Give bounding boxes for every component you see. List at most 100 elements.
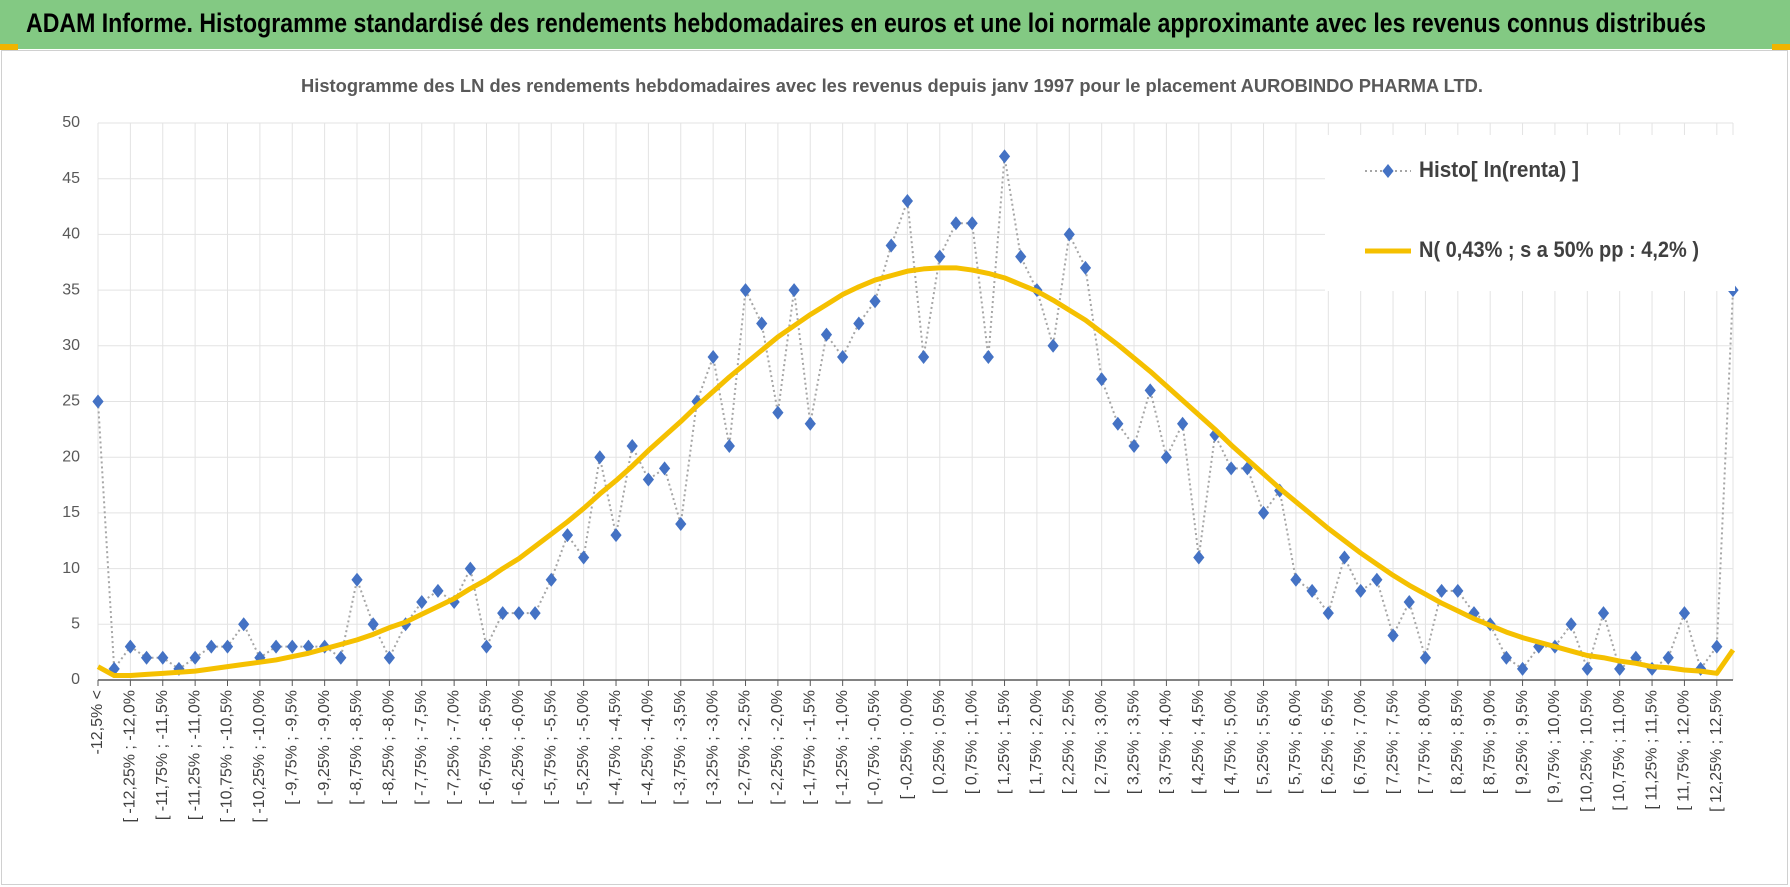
y-tick-label: 50 [62, 114, 80, 131]
x-tick-label: [ 10,75% ; 11,0% [1611, 690, 1628, 811]
x-tick-label: [ -9,25% ; -9,0% [316, 690, 333, 805]
x-tick-label: [ 3,75% ; 4,0% [1158, 690, 1175, 794]
data-point [691, 394, 703, 409]
data-point [1257, 505, 1270, 520]
x-tick-label: [ -0,75% ; -0,5% [866, 690, 883, 805]
x-tick-label: [ -3,25% ; -3,0% [704, 690, 721, 805]
header-title: ADAM Informe. Histogramme standardisé de… [26, 8, 1706, 38]
data-point [1225, 461, 1237, 476]
data-point [594, 450, 606, 465]
x-tick-label: [ 0,75% ; 1,0% [963, 690, 980, 794]
chart-title: Histogramme des LN des rendements hebdom… [301, 76, 1483, 96]
header-band [0, 0, 1790, 49]
x-tick-label: [ -5,25% ; -5,0% [575, 690, 592, 805]
data-point [335, 650, 347, 665]
x-tick-label: [ 2,25% ; 2,5% [1061, 690, 1078, 794]
x-tick-label: [ -6,75% ; -6,5% [478, 690, 495, 805]
x-tick-label: [ 9,75% ; 10,0% [1546, 690, 1563, 803]
data-point [1338, 550, 1351, 565]
data-point [1662, 650, 1674, 665]
x-tick-label: [ -11,25% ; -11,0% [186, 690, 203, 820]
x-tick-label: [ 6,75% ; 7,0% [1352, 690, 1369, 794]
data-point [238, 617, 250, 632]
data-point [642, 472, 654, 487]
data-point [432, 583, 444, 598]
series-line [96, 265, 1736, 679]
data-point [221, 639, 234, 654]
data-point [804, 416, 816, 431]
x-tick-label: [ 11,75% ; 12,0% [1676, 690, 1693, 811]
x-tick-label: [ 8,25% ; 8,5% [1449, 690, 1466, 794]
data-point [869, 294, 881, 309]
x-tick-label: [ 4,75% ; 5,0% [1222, 690, 1239, 794]
x-tick-label: [ -0,25% ; 0,0% [899, 690, 916, 799]
data-point [1112, 416, 1124, 431]
x-tick-label: [ -10,25% ; -10,0% [251, 690, 268, 823]
data-point [1371, 572, 1383, 587]
legend-label: Histo[ ln(renta) ] [1419, 157, 1579, 182]
data-point [723, 439, 735, 454]
data-point [998, 149, 1011, 164]
x-tick-label: [ -2,25% ; -2,0% [769, 690, 786, 805]
data-point [739, 283, 752, 298]
data-point [1387, 628, 1399, 643]
data-point [578, 550, 590, 565]
data-point [707, 349, 719, 364]
data-point [1565, 617, 1577, 632]
data-point [529, 606, 541, 621]
data-point [1079, 260, 1092, 275]
data-point [1452, 583, 1464, 598]
data-point [351, 572, 363, 587]
x-tick-label: [ 6,25% ; 6,5% [1320, 690, 1337, 794]
data-point [513, 606, 525, 621]
data-point [416, 595, 428, 610]
y-tick-label: 20 [62, 448, 80, 465]
x-tick-label: -12,5% < [89, 690, 106, 754]
data-point [1597, 606, 1610, 621]
x-tick-label: [ 7,75% ; 8,0% [1417, 690, 1434, 794]
data-point [1581, 661, 1593, 676]
x-tick-label: [ -9,75% ; -9,5% [283, 690, 300, 805]
data-point [756, 316, 768, 331]
data-point [658, 461, 671, 476]
x-tick-label: [ 9,25% ; 9,5% [1514, 690, 1531, 794]
data-point [1128, 439, 1140, 454]
data-point [124, 639, 136, 654]
x-tick-label: [ -7,75% ; -7,5% [413, 690, 430, 805]
data-point [140, 650, 153, 665]
x-tick-label: [ 5,25% ; 5,5% [1255, 690, 1272, 794]
x-tick-label: [ -2,75% ; -2,5% [737, 690, 754, 805]
x-tick-label: [ -4,25% ; -4,0% [640, 690, 657, 805]
data-point [1322, 606, 1334, 621]
data-point [1241, 461, 1253, 476]
data-point [788, 283, 800, 298]
data-point [497, 606, 509, 621]
data-point [1177, 416, 1189, 431]
data-point [1711, 639, 1723, 654]
data-point [270, 639, 282, 654]
data-point [157, 650, 169, 665]
data-point [383, 650, 395, 665]
data-point [820, 327, 833, 342]
series-line [97, 155, 1734, 670]
data-point [853, 316, 865, 331]
y-tick-label: 10 [62, 560, 80, 577]
data-point [367, 617, 379, 632]
data-point [1290, 572, 1302, 587]
x-tick-label: [ 4,25% ; 4,5% [1190, 690, 1207, 794]
data-point [480, 639, 493, 654]
legend-label: N( 0,43% ; s a 50% pp : 4,2% ) [1419, 237, 1699, 262]
y-tick-label: 35 [62, 281, 80, 298]
x-tick-label: [ -1,25% ; -1,0% [834, 690, 851, 805]
x-tick-label: [ 0,25% ; 0,5% [931, 690, 948, 794]
x-tick-label: [ -4,75% ; -4,5% [607, 690, 624, 805]
data-point [1419, 650, 1432, 665]
y-tick-label: 15 [62, 504, 80, 521]
x-tick-label: [ -7,25% ; -7,0% [445, 690, 462, 805]
y-tick-label: 40 [62, 226, 80, 243]
x-tick-label: [ -1,75% ; -1,5% [801, 690, 818, 805]
x-tick-label: [ 1,25% ; 1,5% [996, 690, 1013, 794]
legend-box [1325, 135, 1735, 291]
data-point [92, 394, 104, 409]
